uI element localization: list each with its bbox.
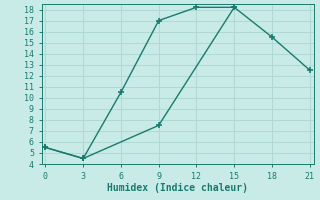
X-axis label: Humidex (Indice chaleur): Humidex (Indice chaleur) [107,183,248,193]
